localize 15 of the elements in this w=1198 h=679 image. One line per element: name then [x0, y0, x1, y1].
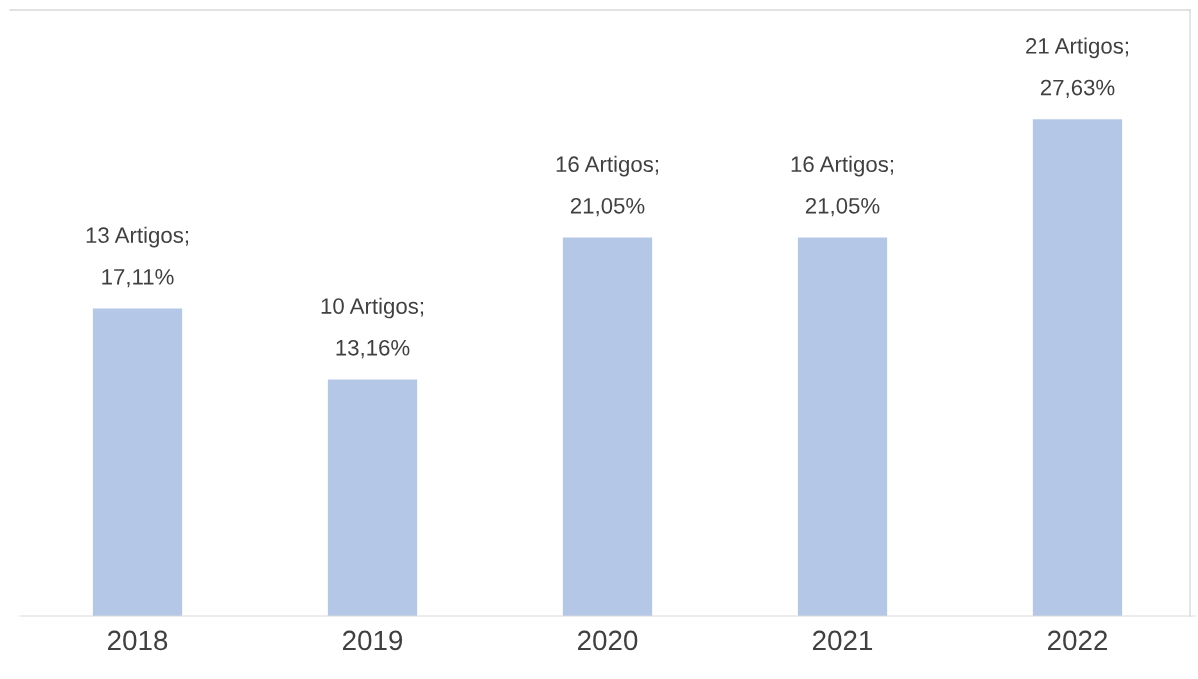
bar — [1032, 119, 1123, 616]
data-label: 21 Artigos; 27,63% — [1026, 37, 1129, 99]
data-label: 16 Artigos; 21,05% — [791, 155, 894, 217]
data-label: 13 Artigos; 17,11% — [86, 226, 189, 288]
bar — [92, 308, 183, 616]
x-tick-label: 2019 — [343, 630, 403, 651]
x-tick-label: 2020 — [578, 630, 638, 651]
x-tick-label: 2021 — [813, 630, 873, 651]
x-tick-label: 2018 — [108, 630, 168, 651]
bar — [562, 237, 653, 616]
bar — [327, 379, 418, 616]
data-label: 10 Artigos; 13,16% — [321, 297, 424, 359]
data-label: 16 Artigos; 21,05% — [556, 155, 659, 217]
x-tick-label: 2022 — [1048, 630, 1108, 651]
bar — [797, 237, 888, 616]
